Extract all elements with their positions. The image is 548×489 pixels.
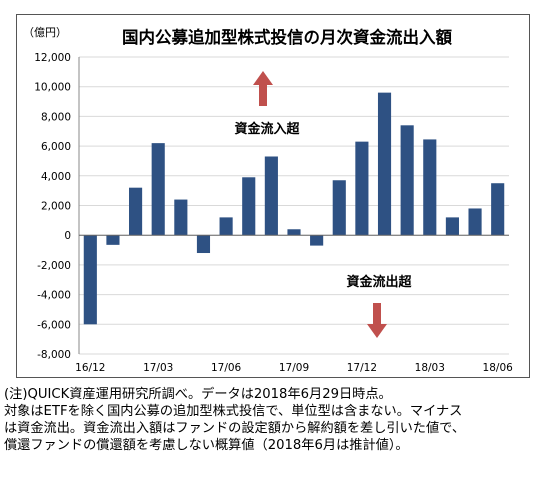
y-tick-label: -6,000: [37, 319, 71, 331]
y-tick-label: 4,000: [41, 171, 71, 183]
y-unit-label: （億円）: [23, 26, 67, 39]
y-tick-label: -8,000: [37, 349, 71, 361]
bar-17/08: [264, 156, 278, 236]
bar-17/11: [332, 180, 346, 236]
y-tick-label: 10,000: [34, 82, 71, 94]
bar-17/05: [196, 235, 211, 254]
bar-17/12: [355, 141, 369, 236]
x-tick-label: 17/12: [347, 362, 377, 374]
bar-17/10: [310, 235, 324, 246]
bar-18/06: [491, 183, 505, 236]
bar-17/07: [242, 177, 256, 236]
footnote: (注)QUICK資産運用研究所調べ。データは2018年6月29日時点。 対象はE…: [4, 386, 544, 454]
bar-16/12: [83, 235, 97, 325]
bar-17/06: [219, 217, 233, 236]
bar-17/09: [287, 229, 301, 236]
y-tick-label: 2,000: [41, 201, 71, 213]
chart-frame: 国内公募追加型株式投信の月次資金流出入額 （億円） -8,000 -6,000 -4,0…: [16, 14, 530, 378]
footnote-line-4: 償還ファンドの償還額を考慮しない概算値（2018年6月は推計値）。: [4, 438, 409, 453]
bar-18/01: [377, 92, 392, 236]
outflow-annotation: 資金流出超: [346, 274, 412, 290]
bar-17/04: [174, 199, 188, 236]
bar-18/04: [445, 217, 459, 236]
up-arrow-icon: [253, 71, 273, 106]
inflow-annotation: 資金流入超: [234, 121, 300, 137]
y-tick-label: 8,000: [41, 111, 71, 123]
bar-17/01: [106, 235, 120, 245]
x-tick-label: 18/03: [415, 362, 445, 374]
y-tick-label: 12,000: [34, 52, 71, 64]
y-tick-label: -4,000: [37, 290, 71, 302]
x-tick-label: 17/06: [211, 362, 242, 374]
down-arrow-icon: [367, 303, 387, 338]
y-tick-label: -2,000: [37, 260, 71, 272]
y-tick-label: 0: [64, 230, 71, 242]
y-tick-label: 6,000: [41, 141, 71, 153]
bar-17/02: [129, 187, 143, 236]
chart-title: 国内公募追加型株式投信の月次資金流出入額: [122, 27, 453, 47]
footnote-line-2: 対象はETFを除く国内公募の追加型株式投信で、単位型は含まない。マイナス: [4, 404, 463, 419]
x-tick-label: 18/06: [483, 362, 514, 374]
bar-17/03: [151, 143, 165, 236]
x-tick-label: 16/12: [75, 362, 105, 374]
footnote-line-1: (注)QUICK資産運用研究所調べ。データは2018年6月29日時点。: [4, 387, 392, 402]
x-tick-label: 17/03: [143, 362, 173, 374]
bar-chart: 国内公募追加型株式投信の月次資金流出入額 （億円） -8,000 -6,000 -4,0…: [23, 26, 514, 374]
bar-18/02: [400, 125, 414, 236]
x-tick-label: 17/09: [279, 362, 309, 374]
bar-18/05: [468, 208, 482, 236]
bar-18/03: [423, 139, 437, 236]
footnote-line-3: は資金流出。資金流出入額はファンドの設定額から解約額を差し引いた値で、: [4, 421, 466, 436]
